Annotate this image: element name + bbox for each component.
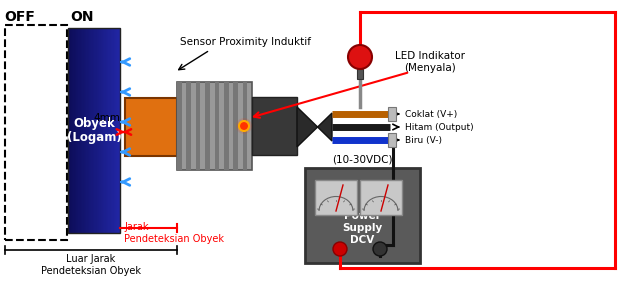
Text: 4mm: 4mm (93, 113, 120, 123)
Bar (113, 28, 115, 233)
Bar (108, 28, 110, 233)
Bar (84, 28, 85, 233)
Text: Hitam (Output): Hitam (Output) (405, 123, 474, 131)
Bar (214, 82, 219, 170)
Bar (388, 107, 396, 121)
Bar (70, 28, 72, 233)
Text: Biru (V-): Biru (V-) (405, 136, 442, 144)
Bar (79, 28, 80, 233)
Circle shape (333, 242, 347, 256)
Bar (205, 82, 210, 170)
Bar (315, 180, 357, 215)
Polygon shape (297, 107, 332, 147)
Bar (233, 82, 238, 170)
Bar (5, 25, 67, 240)
Bar (88, 28, 90, 233)
Circle shape (348, 45, 372, 69)
Bar (72, 28, 74, 233)
Text: −: − (375, 244, 385, 254)
Bar (89, 28, 91, 233)
Bar (360, 180, 402, 215)
Bar (68, 28, 120, 233)
Bar (100, 28, 102, 233)
Bar (86, 28, 88, 233)
Bar (106, 28, 108, 233)
Bar (97, 28, 99, 233)
Bar (177, 82, 252, 170)
Bar (116, 28, 118, 233)
Bar (115, 28, 116, 233)
Text: (10-30VDC): (10-30VDC) (332, 154, 393, 164)
Bar (252, 97, 297, 155)
Bar (118, 28, 120, 233)
Bar (94, 28, 96, 233)
Bar (77, 28, 79, 233)
Bar (92, 28, 93, 233)
Bar (186, 82, 191, 170)
Bar (224, 82, 228, 170)
Bar (111, 28, 113, 233)
Text: Luar Jarak
Pendeteksian Obyek: Luar Jarak Pendeteksian Obyek (41, 254, 141, 276)
Bar (81, 28, 83, 233)
Bar (102, 28, 104, 233)
Bar (98, 28, 100, 233)
Bar (73, 28, 75, 233)
Bar (90, 28, 92, 233)
Text: Coklat (V+): Coklat (V+) (405, 110, 457, 118)
Bar (83, 28, 84, 233)
Bar (93, 28, 95, 233)
Bar (177, 82, 182, 170)
Bar (357, 69, 363, 79)
Bar (243, 82, 247, 170)
Bar (69, 28, 71, 233)
Bar (68, 28, 70, 233)
Bar (99, 28, 101, 233)
Bar (305, 168, 420, 263)
Bar (107, 28, 109, 233)
Circle shape (239, 121, 249, 131)
Bar (104, 28, 106, 233)
Text: Obyek
(Logam): Obyek (Logam) (67, 117, 122, 144)
Bar (95, 28, 97, 233)
Bar (109, 28, 111, 233)
Bar (196, 82, 200, 170)
Bar (74, 28, 76, 233)
Text: Sensor Proximity Induktif: Sensor Proximity Induktif (179, 37, 310, 47)
Bar (117, 28, 119, 233)
Text: +: + (336, 244, 344, 254)
Text: ON: ON (70, 10, 93, 24)
Bar (388, 133, 396, 147)
Text: OFF: OFF (4, 10, 35, 24)
Bar (76, 28, 77, 233)
Bar (125, 98, 177, 156)
Bar (112, 28, 114, 233)
Text: Power
Supply
DCV: Power Supply DCV (342, 211, 383, 245)
Circle shape (236, 118, 252, 134)
Text: LED Indikator
(Menyala): LED Indikator (Menyala) (395, 51, 465, 73)
Text: Jarak
Pendeteksian Obyek: Jarak Pendeteksian Obyek (124, 222, 224, 244)
Circle shape (373, 242, 387, 256)
Bar (80, 28, 81, 233)
Bar (85, 28, 86, 233)
Bar (103, 28, 105, 233)
